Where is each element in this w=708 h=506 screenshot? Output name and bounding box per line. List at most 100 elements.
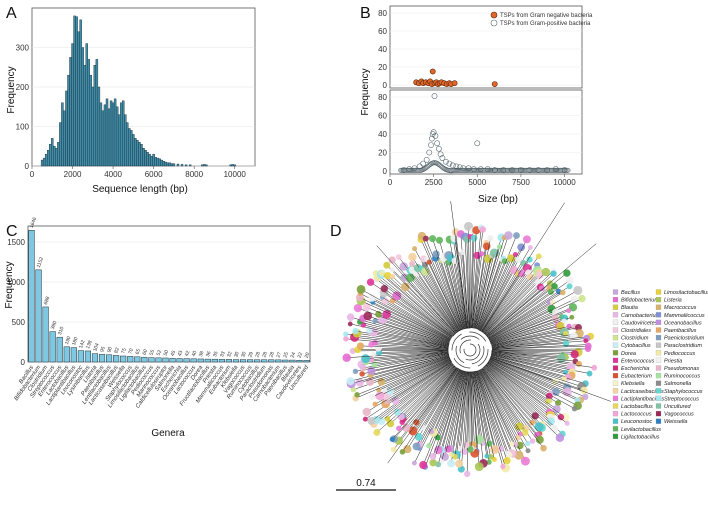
tree-tip [569, 314, 575, 320]
tree-branch [489, 360, 575, 409]
tree-tip [540, 444, 547, 452]
tree-tip [463, 441, 470, 449]
panel-c-data-label: 24 [290, 351, 298, 358]
panel-a-bar [124, 114, 127, 167]
tree-tip [487, 234, 494, 242]
panel-c-frame [27, 225, 311, 363]
tree-branch [491, 321, 565, 344]
tree-branch [491, 348, 588, 351]
panel-c-bar [197, 358, 204, 363]
panel-b-facet-frame [389, 89, 583, 175]
panel-b-ylabel: Frequency [360, 68, 371, 115]
tree-backbone-arc [447, 327, 493, 373]
tree-branch [477, 257, 504, 330]
tree-branch [475, 252, 495, 329]
panel-b-point [430, 129, 437, 136]
tree-branch [473, 242, 487, 329]
tree-branch [350, 316, 449, 345]
panel-c-data-label: 42 [184, 350, 192, 357]
panel-a-bar [188, 164, 192, 167]
panel-b-ytick: 80 [378, 9, 387, 18]
tree-branch [491, 352, 595, 368]
tree-branch [484, 274, 541, 335]
legend-label: Caudoviricetes [621, 320, 658, 326]
tree-branch [351, 355, 449, 384]
tree-branch [450, 371, 466, 449]
legend-label: Lactococcus [621, 412, 652, 418]
panel-c-bar [169, 358, 176, 363]
tree-branch [491, 352, 576, 362]
legend-label: Staphylococcus [664, 389, 703, 395]
tree-tip [379, 270, 385, 277]
panel-b-ytick: 40 [378, 45, 387, 54]
panel-c-data-label: 310 [57, 326, 66, 336]
tree-branch [372, 297, 451, 340]
panel-a-bar [75, 16, 78, 167]
tree-tip [552, 405, 561, 414]
tree-tip [434, 434, 441, 441]
panel-c-data-label: 142 [78, 339, 87, 349]
tree-tip [440, 452, 449, 461]
tree-branch [422, 370, 462, 466]
tree-tip [551, 387, 560, 396]
tree-branch [491, 343, 567, 349]
panel-a-bar [158, 158, 161, 167]
panel-c-bar [268, 359, 275, 363]
tree-branch [485, 364, 555, 430]
tree-branch [379, 359, 451, 397]
tree-branch [421, 268, 459, 332]
tree-tip [455, 459, 464, 468]
tree-branch [419, 369, 460, 445]
panel-a-xtick: 2000 [64, 170, 82, 179]
panel-c-data-label: 60 [142, 348, 150, 355]
tree-branch [466, 371, 470, 446]
scale-bar-label: 0.74 [356, 478, 376, 489]
panel-c-data-label: 138 [85, 340, 94, 350]
legend-swatch [612, 312, 619, 318]
tree-branch [488, 361, 551, 402]
panel-c-bar [190, 358, 197, 363]
tree-branch [491, 338, 587, 349]
tree-long-branch [450, 201, 468, 329]
tree-branch [486, 363, 551, 416]
panel-b-point [426, 149, 433, 156]
tree-branch [484, 272, 539, 334]
tree-tip [526, 256, 533, 263]
tree-branch [488, 302, 553, 340]
tree-branch [385, 300, 452, 340]
tree-branch [432, 369, 462, 433]
tree-branch [477, 370, 510, 455]
panel-c-data-label: 190 [64, 335, 73, 345]
panel-c-bar [141, 356, 148, 363]
tree-branch [425, 238, 463, 330]
tree-branch [435, 253, 463, 330]
tree-branch [363, 324, 449, 346]
tree-tip [518, 270, 526, 278]
panel-c-bar [63, 346, 70, 363]
tree-branch [376, 279, 453, 337]
legend-swatch [612, 342, 619, 348]
legend-label: Priestia [664, 358, 682, 364]
tree-branch [484, 366, 540, 427]
panel-c-ytick: 1000 [7, 278, 25, 287]
tree-tip [420, 267, 430, 276]
tree-branch [478, 235, 517, 330]
legend-swatch [612, 433, 619, 439]
tree-branch [392, 300, 452, 339]
tree-branch [476, 259, 502, 330]
tree-branch [464, 236, 470, 329]
panel-b-point [435, 145, 442, 152]
tree-tip [583, 338, 589, 344]
tree-branch [417, 267, 459, 332]
tree-branch [486, 364, 552, 422]
panel-c-bar [35, 269, 42, 363]
panel-a-bar [168, 162, 172, 167]
tree-branch [477, 370, 508, 455]
tree-tip [396, 425, 402, 432]
tree-branch [361, 352, 449, 365]
tree-branch [458, 371, 468, 449]
tree-tip [534, 422, 544, 432]
panel-c-bar [148, 357, 155, 363]
tree-branch [491, 355, 569, 378]
tree-branch [486, 286, 541, 336]
